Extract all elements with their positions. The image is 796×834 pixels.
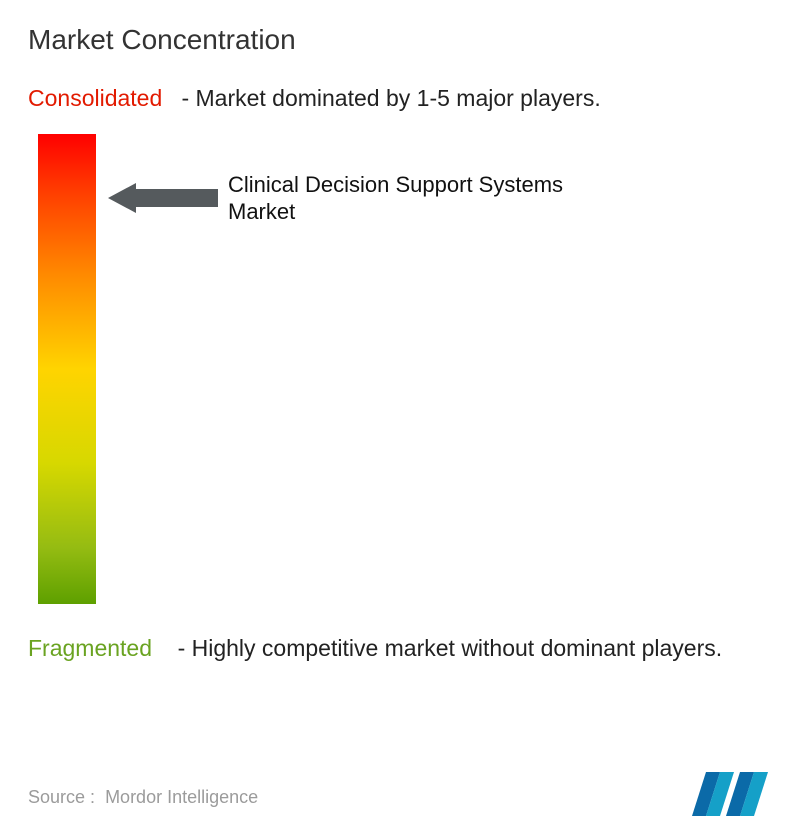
fragmented-keyword: Fragmented bbox=[28, 635, 152, 661]
fragmented-text: - Highly competitive market without domi… bbox=[178, 635, 723, 661]
pointer-label: Clinical Decision Support Systems Market bbox=[228, 171, 568, 226]
consolidated-text: - Market dominated by 1-5 major players. bbox=[181, 85, 600, 111]
spectrum-area: Clinical Decision Support Systems Market bbox=[28, 134, 768, 614]
source-name: Mordor Intelligence bbox=[105, 787, 258, 807]
source-attribution: Source : Mordor Intelligence bbox=[28, 787, 258, 808]
concentration-spectrum-bar bbox=[38, 134, 96, 604]
page-title: Market Concentration bbox=[28, 24, 768, 56]
consolidated-keyword: Consolidated bbox=[28, 85, 162, 111]
pointer-arrow-icon bbox=[108, 183, 218, 213]
fragmented-description: Fragmented - Highly competitive market w… bbox=[28, 634, 768, 664]
market-pointer: Clinical Decision Support Systems Market bbox=[108, 171, 568, 226]
consolidated-description: Consolidated - Market dominated by 1-5 m… bbox=[28, 84, 768, 114]
mordor-logo-icon bbox=[692, 772, 770, 816]
source-prefix: Source : bbox=[28, 787, 95, 807]
arrow-shape bbox=[108, 183, 218, 213]
